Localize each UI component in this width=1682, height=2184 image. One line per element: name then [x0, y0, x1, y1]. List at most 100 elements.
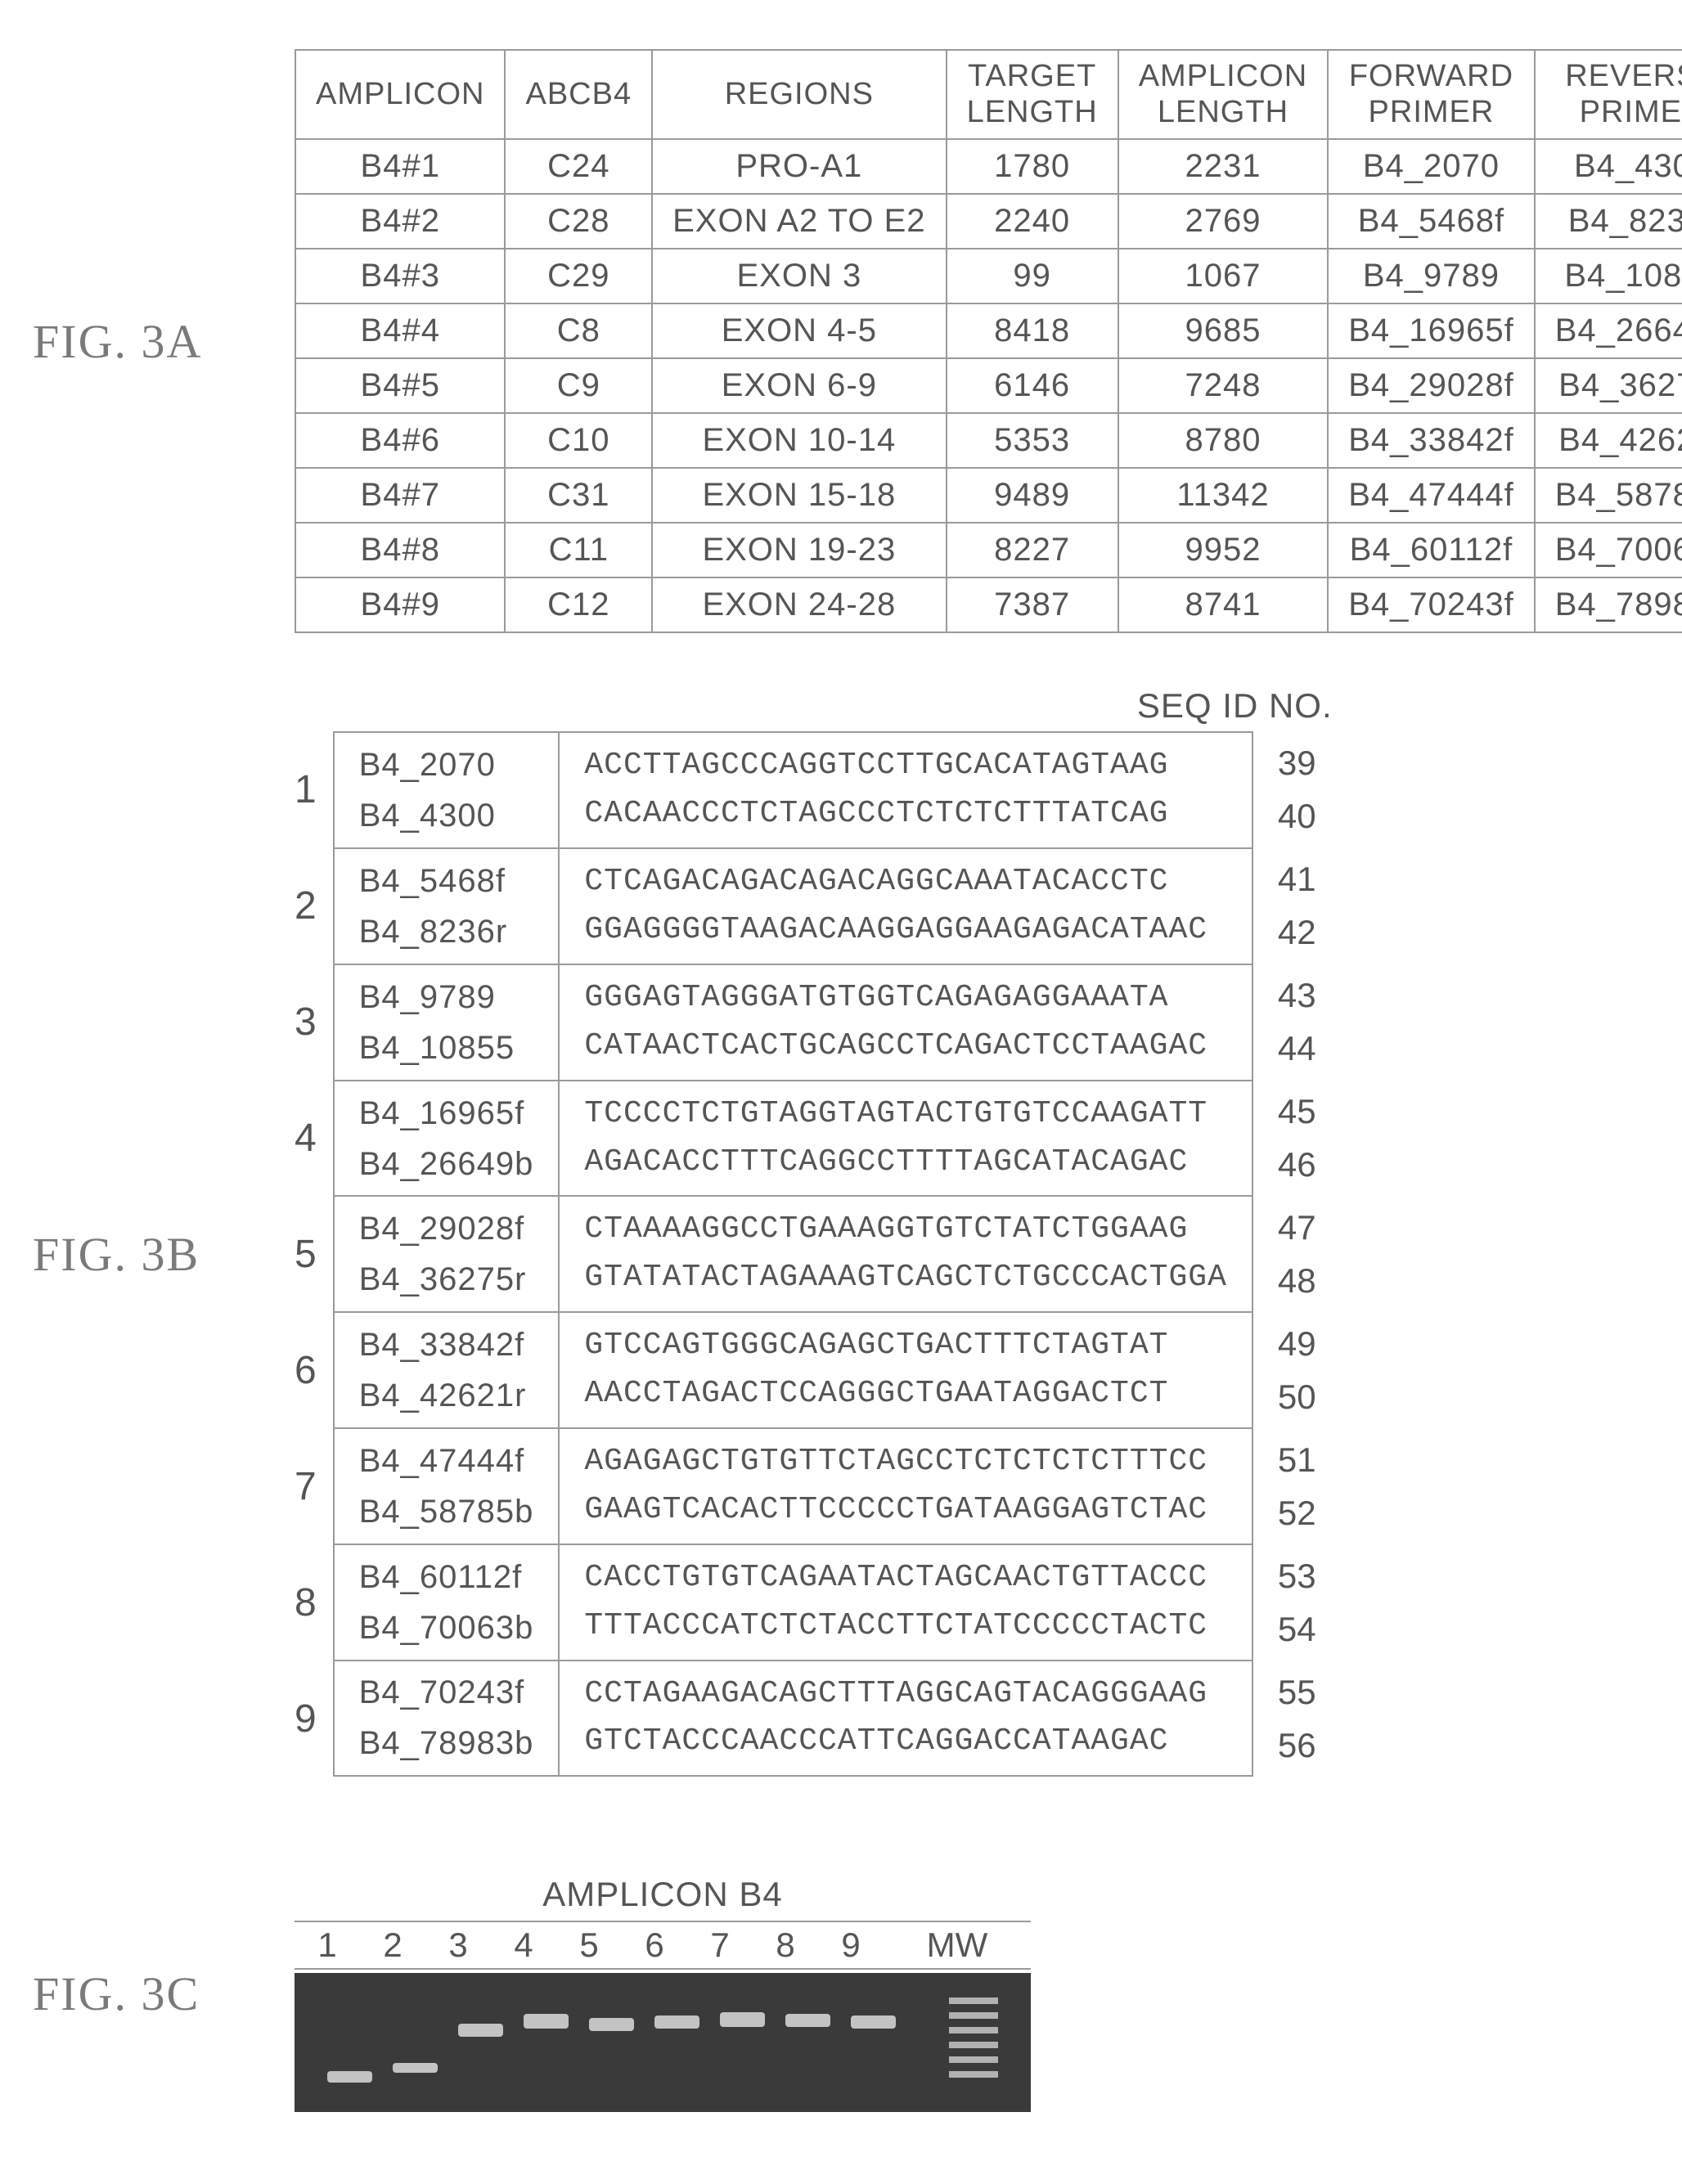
primer-row-number: 2	[295, 847, 317, 964]
amplicon-cell: B4_60112f	[1328, 523, 1535, 577]
gel-title: AMPLICON B4	[295, 1875, 1031, 1914]
amplicon-row: B4#8C11EXON 19-2382279952B4_60112fB4_700…	[295, 523, 1682, 577]
amplicon-cell: B4#7	[295, 468, 505, 523]
primer-row: B4_2070B4_4300ACCTTAGCCCAGGTCCTTGCACATAG…	[334, 732, 1253, 848]
amplicon-cell: B4_10855	[1535, 249, 1682, 303]
amplicon-cell: 2240	[947, 194, 1118, 249]
seq-id-pair: 3940	[1278, 731, 1316, 847]
primer-row-number: 6	[295, 1312, 317, 1428]
gel-stage: AMPLICON B4 123456789MW	[295, 1875, 1031, 2112]
primer-id-cell: B4_9789B4_10855	[334, 964, 560, 1081]
amplicon-cell: 9685	[1118, 303, 1328, 358]
amplicon-cell: B4_47444f	[1328, 468, 1535, 523]
amplicon-cell: B4#1	[295, 139, 505, 194]
gel-lane-label: 5	[556, 1922, 622, 1968]
seq-id-pair: 5556	[1278, 1660, 1316, 1777]
seq-id-pair: 4950	[1278, 1312, 1316, 1428]
primer-row-number: 3	[295, 964, 317, 1080]
amplicon-row: B4#7C31EXON 15-18948911342B4_47444fB4_58…	[295, 468, 1682, 523]
gel-image	[295, 1973, 1031, 2112]
primer-id-cell: B4_16965fB4_26649b	[334, 1081, 560, 1197]
amplicon-cell: C12	[505, 577, 652, 632]
primer-id-cell: B4_2070B4_4300	[334, 732, 560, 848]
amplicon-cell: 5353	[947, 413, 1118, 468]
gel-lane-label: 7	[687, 1922, 753, 1968]
primer-sequence-cell: CTCAGACAGACAGACAGGCAAATACACCTCGGAGGGGTAA…	[559, 848, 1253, 964]
amplicon-cell: 7248	[1118, 358, 1328, 413]
amplicon-row: B4#5C9EXON 6-961467248B4_29028fB4_36275r	[295, 358, 1682, 413]
amplicon-cell: B4_4300	[1535, 139, 1682, 194]
gel-lane-label: 9	[818, 1922, 884, 1968]
amplicon-cell: 9489	[947, 468, 1118, 523]
amplicon-cell: B4#5	[295, 358, 505, 413]
amplicon-row: B4#9C12EXON 24-2873878741B4_70243fB4_789…	[295, 577, 1682, 632]
figure-3b-label: FIG. 3B	[33, 1227, 295, 1282]
amplicon-header: AMPLICON	[295, 50, 505, 139]
amplicon-header: ABCB4	[505, 50, 652, 139]
amplicon-cell: B4_5468f	[1328, 194, 1535, 249]
amplicon-cell: C29	[505, 249, 652, 303]
gel-lane-label: 3	[425, 1922, 491, 1968]
amplicon-header: TARGETLENGTH	[947, 50, 1118, 139]
primer-row-number: 5	[295, 1196, 317, 1312]
primer-sequence-cell: GTCCAGTGGGCAGAGCTGACTTTCTAGTATAACCTAGACT…	[559, 1312, 1253, 1428]
amplicon-cell: B4_70243f	[1328, 577, 1535, 632]
seq-id-pair: 5354	[1278, 1544, 1316, 1660]
primer-sequence-cell: GGGAGTAGGGATGTGGTCAGAGAGGAAATACATAACTCAC…	[559, 964, 1253, 1081]
seq-id-pair: 4546	[1278, 1080, 1316, 1196]
gel-lane-labels: 123456789MW	[295, 1921, 1031, 1970]
seq-id-header: SEQ ID NO.	[1137, 686, 1333, 726]
primer-row-number: 4	[295, 1080, 317, 1196]
amplicon-cell: C10	[505, 413, 652, 468]
amplicon-cell: B4#2	[295, 194, 505, 249]
primer-row: B4_16965fB4_26649bTCCCCTCTGTAGGTAGTACTGT…	[334, 1081, 1253, 1197]
amplicon-cell: EXON 15-18	[652, 468, 946, 523]
amplicon-row: B4#4C8EXON 4-584189685B4_16965fB4_26649b	[295, 303, 1682, 358]
primer-id-cell: B4_29028fB4_36275r	[334, 1196, 560, 1312]
primer-sequence-cell: CTAAAAGGCCTGAAAGGTGTCTATCTGGAAGGTATATACT…	[559, 1196, 1253, 1312]
amplicon-cell: 1780	[947, 139, 1118, 194]
amplicon-cell: EXON 10-14	[652, 413, 946, 468]
amplicon-cell: 2231	[1118, 139, 1328, 194]
amplicon-header: REGIONS	[652, 50, 946, 139]
figure-3a-label: FIG. 3A	[33, 314, 295, 369]
amplicon-cell: B4_9789	[1328, 249, 1535, 303]
amplicon-cell: 11342	[1118, 468, 1328, 523]
primer-row-numbers: 123456789	[295, 731, 333, 1777]
amplicon-cell: B4_29028f	[1328, 358, 1535, 413]
figure-3c-label: FIG. 3C	[33, 1966, 295, 2021]
gel-lane-label: 1	[295, 1922, 360, 1968]
amplicon-cell: B4_33842f	[1328, 413, 1535, 468]
primer-id-cell: B4_33842fB4_42621r	[334, 1312, 560, 1428]
amplicon-cell: EXON A2 TO E2	[652, 194, 946, 249]
primer-row-number: 8	[295, 1544, 317, 1660]
amplicon-row: B4#3C29EXON 3991067B4_9789B4_10855	[295, 249, 1682, 303]
amplicon-cell: C11	[505, 523, 652, 577]
amplicon-cell: C31	[505, 468, 652, 523]
gel-lane-label: 6	[622, 1922, 687, 1968]
amplicon-row: B4#1C24PRO-A117802231B4_2070B4_4300	[295, 139, 1682, 194]
seq-id-pair: 4142	[1278, 847, 1316, 964]
gel-lane-label: MW	[916, 1922, 998, 1968]
amplicon-cell: B4_26649b	[1535, 303, 1682, 358]
primer-row: B4_60112fB4_70063bCACCTGTGTCAGAATACTAGCA…	[334, 1544, 1253, 1660]
amplicon-header: FORWARDPRIMER	[1328, 50, 1535, 139]
gel-lane-label: 4	[491, 1922, 556, 1968]
amplicon-cell: 8418	[947, 303, 1118, 358]
amplicon-cell: B4#4	[295, 303, 505, 358]
primer-row: B4_29028fB4_36275rCTAAAAGGCCTGAAAGGTGTCT…	[334, 1196, 1253, 1312]
primer-id-cell: B4_47444fB4_58785b	[334, 1428, 560, 1544]
primer-row-number: 7	[295, 1428, 317, 1544]
gel-lane-label: 2	[360, 1922, 425, 1968]
amplicon-header: REVERSEPRIMER	[1535, 50, 1682, 139]
amplicon-cell: C28	[505, 194, 652, 249]
amplicon-cell: 2769	[1118, 194, 1328, 249]
seq-id-pair: 4748	[1278, 1196, 1316, 1312]
amplicon-row: B4#2C28EXON A2 TO E222402769B4_5468fB4_8…	[295, 194, 1682, 249]
amplicon-cell: 8780	[1118, 413, 1328, 468]
primer-row-number: 1	[295, 731, 317, 847]
amplicon-cell: B4#3	[295, 249, 505, 303]
primer-id-cell: B4_70243fB4_78983b	[334, 1660, 560, 1777]
figure-3a-section: FIG. 3A AMPLICONABCB4REGIONSTARGETLENGTH…	[33, 49, 1649, 633]
amplicon-cell: B4_8236r	[1535, 194, 1682, 249]
